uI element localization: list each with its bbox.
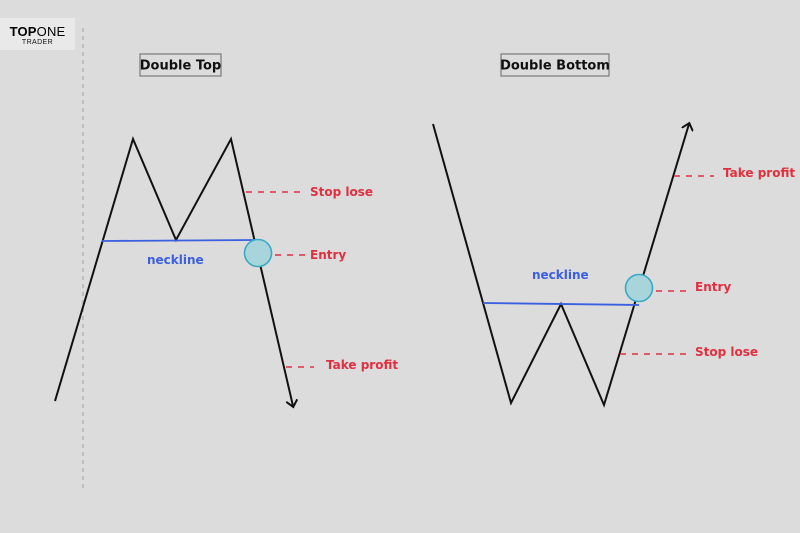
double-top-tp-label: Take profit <box>326 358 398 372</box>
double-bottom-stop-label: Stop lose <box>695 345 758 359</box>
double-top-entry-label: Entry <box>310 248 346 262</box>
double-top-title-box <box>139 53 222 77</box>
logo-word-top: TOP <box>9 24 37 39</box>
logo-wordmark: TOPONE <box>0 25 75 38</box>
double-bottom-title: Double Bottom <box>500 59 610 74</box>
double-top-neckline <box>101 239 259 242</box>
double-bottom-entry-marker <box>624 273 654 303</box>
double-bottom-neckline <box>482 302 640 306</box>
double-top-entry-marker <box>243 238 273 268</box>
double-top-title: Double Top <box>140 59 221 74</box>
double-bottom-pattern: Double Bottom neckline Take profit Entry… <box>432 53 795 408</box>
double-top-pattern: Double Top neckline Stop lose Entry Take… <box>54 53 398 406</box>
logo-subtitle: TRADER <box>21 39 54 46</box>
double-top-stop-label: Stop lose <box>310 185 373 199</box>
double-top-price-path <box>54 136 293 406</box>
double-bottom-title-box <box>500 53 610 77</box>
double-bottom-price-path <box>432 124 689 408</box>
double-top-neckline-label: neckline <box>147 253 204 267</box>
double-bottom-neckline-label: neckline <box>532 268 589 282</box>
logo-word-one: ONE <box>36 24 66 39</box>
double-bottom-entry-label: Entry <box>695 280 731 294</box>
topone-logo: TOPONE TRADER <box>0 18 75 50</box>
double-bottom-tp-label: Take profit <box>723 166 795 180</box>
